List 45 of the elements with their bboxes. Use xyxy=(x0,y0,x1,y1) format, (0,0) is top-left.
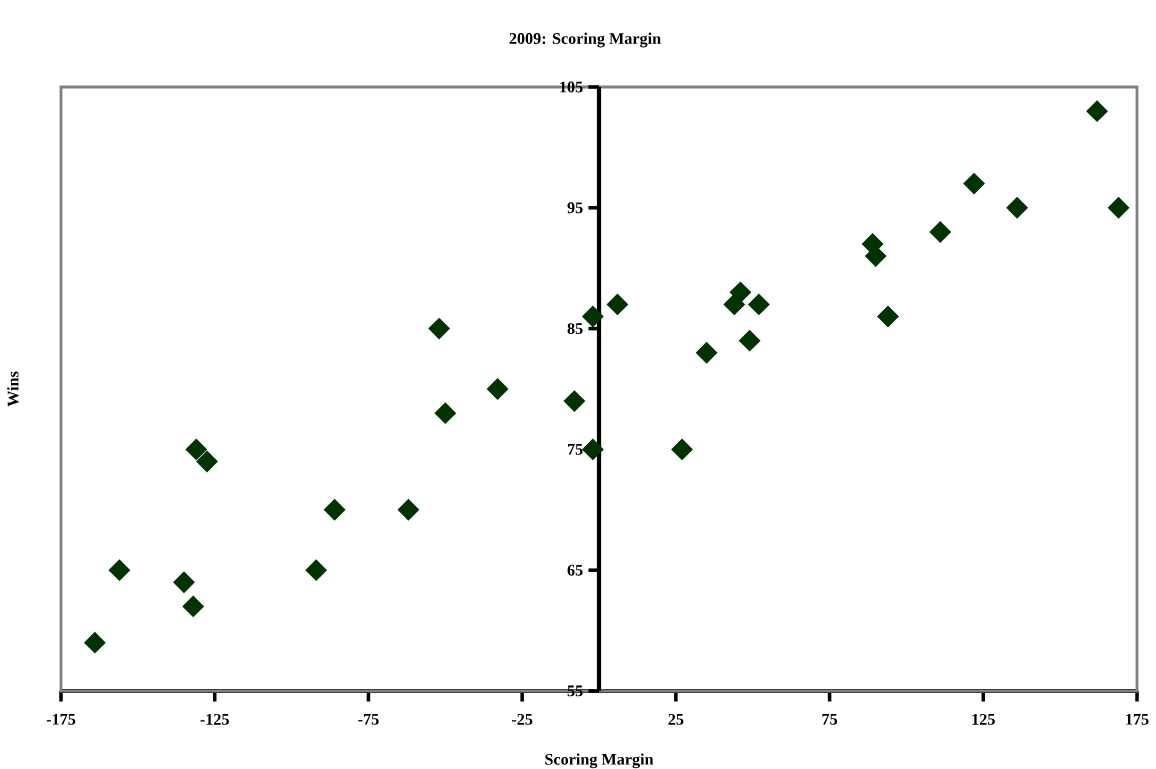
y-tick-label: 75 xyxy=(567,444,583,455)
x-tick-label: 75 xyxy=(822,713,838,725)
point xyxy=(108,559,131,581)
point xyxy=(182,595,204,618)
x-axis-title: Scoring Margin xyxy=(545,753,654,769)
point xyxy=(185,438,207,461)
x-tick-label: 175 xyxy=(1126,713,1149,725)
point xyxy=(748,293,770,316)
point xyxy=(323,499,346,521)
x-tick-label: 125 xyxy=(972,713,995,725)
y-tick-label: 65 xyxy=(567,564,583,576)
y-tick-label: 105 xyxy=(560,81,583,93)
x-tick-label: -175 xyxy=(46,713,76,725)
point xyxy=(428,317,450,340)
x-tick-label: -25 xyxy=(511,713,533,725)
point xyxy=(582,305,604,328)
point xyxy=(1006,197,1028,219)
point xyxy=(196,450,218,473)
point xyxy=(671,438,693,461)
y-tick-label: 85 xyxy=(567,323,583,335)
point xyxy=(929,221,951,243)
point xyxy=(1107,197,1130,219)
point xyxy=(486,378,509,400)
y-tick-label: 95 xyxy=(567,202,583,214)
chart-title: 2009: Scoring Margin xyxy=(509,32,661,48)
point xyxy=(877,305,899,328)
point xyxy=(305,559,327,581)
point xyxy=(582,438,604,461)
point xyxy=(397,499,420,521)
point xyxy=(173,571,195,593)
point xyxy=(84,632,106,654)
point xyxy=(563,390,586,412)
point xyxy=(723,293,745,316)
point xyxy=(1086,100,1108,122)
point xyxy=(606,293,629,316)
point xyxy=(865,245,887,267)
x-tick-label: -75 xyxy=(358,713,379,725)
point xyxy=(434,402,456,424)
x-tick-label: -125 xyxy=(200,713,229,725)
x-tick-label: 25 xyxy=(668,713,684,725)
y-axis-title: Wins xyxy=(7,371,19,407)
point xyxy=(695,342,718,364)
point xyxy=(963,172,985,195)
point xyxy=(739,330,761,352)
point xyxy=(729,281,752,303)
